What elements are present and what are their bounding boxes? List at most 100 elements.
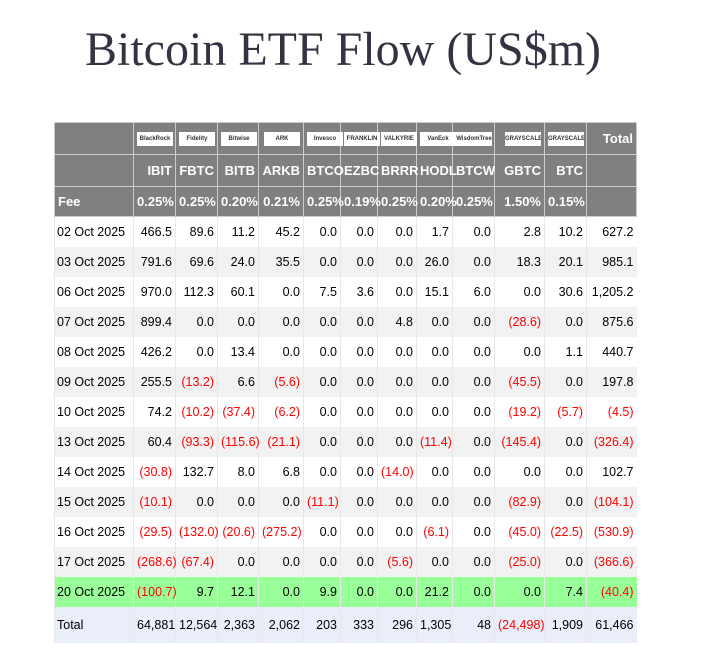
flow-cell: (13.2) bbox=[175, 367, 218, 397]
date-cell: 06 Oct 2025 bbox=[54, 277, 134, 307]
issuer-logo: Bitwise bbox=[221, 132, 257, 147]
flow-cell: 0.0 bbox=[452, 457, 495, 487]
flow-cell: 12.1 bbox=[217, 577, 259, 607]
flow-cell: 0.0 bbox=[258, 547, 304, 577]
total-label: Total bbox=[54, 607, 134, 643]
flow-cell: 20.1 bbox=[544, 247, 587, 277]
date-cell: 15 Oct 2025 bbox=[54, 487, 134, 517]
fee-label: Fee bbox=[54, 186, 134, 217]
flow-cell: 6.8 bbox=[258, 457, 304, 487]
flow-cell: 0.0 bbox=[377, 247, 417, 277]
total-cell: 203 bbox=[303, 607, 341, 643]
flow-cell: 0.0 bbox=[416, 367, 453, 397]
flow-cell: 0.0 bbox=[175, 307, 218, 337]
flow-cell: 0.0 bbox=[217, 307, 259, 337]
table-row: 14 Oct 2025 (30.8) 132.7 8.0 6.8 0.0 0.0 (14.0)… bbox=[54, 457, 637, 487]
issuer-logo: Invesco bbox=[307, 132, 343, 147]
flow-cell: 26.0 bbox=[416, 247, 453, 277]
flow-cell: 60.4 bbox=[133, 427, 176, 457]
row-total-cell: (104.1) bbox=[586, 487, 637, 517]
flow-cell: (67.4) bbox=[175, 547, 218, 577]
issuer-logo-cell: WisdomTree bbox=[452, 122, 495, 155]
flow-cell: 0.0 bbox=[340, 337, 378, 367]
flow-cell: 0.0 bbox=[340, 457, 378, 487]
flow-cell: 0.0 bbox=[377, 517, 417, 547]
flow-cell: (45.0) bbox=[494, 517, 545, 547]
flow-cell: 0.0 bbox=[494, 277, 545, 307]
flow-cell: 0.0 bbox=[416, 337, 453, 367]
fee-value: 0.25% bbox=[303, 186, 344, 217]
flow-cell: 18.3 bbox=[494, 247, 545, 277]
flow-cell: 0.0 bbox=[340, 216, 378, 247]
total-cell: (24,498) bbox=[494, 607, 545, 643]
row-total-cell: 197.8 bbox=[586, 367, 637, 397]
flow-cell: 6.0 bbox=[452, 277, 495, 307]
fee-value: 0.25% bbox=[452, 186, 495, 217]
flow-cell: 0.0 bbox=[544, 487, 587, 517]
flow-cell: 0.0 bbox=[452, 337, 495, 367]
issuer-logo-cell: VALKYRIE bbox=[377, 122, 417, 155]
flow-cell: 69.6 bbox=[175, 247, 218, 277]
row-total-cell: 985.1 bbox=[586, 247, 637, 277]
flow-cell: 0.0 bbox=[377, 337, 417, 367]
flow-cell: 60.1 bbox=[217, 277, 259, 307]
flow-cell: (145.4) bbox=[494, 427, 545, 457]
table-row: 02 Oct 2025 466.5 89.6 11.2 45.2 0.0 0.0 0.0 1.7… bbox=[54, 216, 637, 247]
table-row: 10 Oct 2025 74.2 (10.2) (37.4) (6.2) 0.0 0.0 0.… bbox=[54, 397, 637, 427]
flow-cell: 1.1 bbox=[544, 337, 587, 367]
blank-cell bbox=[54, 122, 134, 155]
date-cell: 07 Oct 2025 bbox=[54, 307, 134, 337]
flow-cell: 112.3 bbox=[175, 277, 218, 307]
flow-cell: (22.5) bbox=[544, 517, 587, 547]
flow-cell: 0.0 bbox=[340, 577, 378, 607]
table-row: 20 Oct 2025 (100.7) 9.7 12.1 0.0 9.9 0.0 0.0 21.… bbox=[54, 577, 637, 607]
flow-cell: 899.4 bbox=[133, 307, 176, 337]
issuer-logo: VanEck bbox=[420, 132, 456, 147]
row-total-cell: 875.6 bbox=[586, 307, 637, 337]
flow-cell: 0.0 bbox=[452, 547, 495, 577]
flow-cell: 21.2 bbox=[416, 577, 453, 607]
fee-row: Fee 0.25% 0.25% 0.20% 0.21% 0.25% 0.19% 0.25% 0.… bbox=[54, 186, 637, 217]
flow-cell: 0.0 bbox=[303, 547, 341, 577]
ticker-row: IBIT FBTC BITB ARKB BTCO EZBC BRRR HODL BTCW GBTC… bbox=[54, 154, 637, 187]
ticker-header: BTCO bbox=[303, 154, 344, 187]
flow-cell: (37.4) bbox=[217, 397, 259, 427]
issuer-logo: GRAYSCALE bbox=[548, 132, 584, 147]
issuer-logo-cell: Invesco bbox=[303, 122, 343, 155]
flow-cell: 9.7 bbox=[175, 577, 218, 607]
date-cell: 14 Oct 2025 bbox=[54, 457, 134, 487]
date-cell: 17 Oct 2025 bbox=[54, 547, 134, 577]
flow-cell: 7.4 bbox=[544, 577, 587, 607]
flow-cell: 0.0 bbox=[303, 427, 341, 457]
flow-cell: (14.0) bbox=[377, 457, 417, 487]
fee-value: 0.21% bbox=[258, 186, 304, 217]
flow-cell: (132.0) bbox=[175, 517, 219, 547]
issuer-logo-cell: ARK INVEST bbox=[258, 122, 304, 155]
flow-cell: (11.1) bbox=[303, 487, 341, 517]
issuer-logo: VALKYRIE bbox=[381, 132, 417, 147]
date-cell: 03 Oct 2025 bbox=[54, 247, 134, 277]
ticker-header: IBIT bbox=[133, 154, 176, 187]
ticker-header: HODL bbox=[416, 154, 457, 187]
flow-cell: 0.0 bbox=[258, 337, 304, 367]
flow-cell: (268.6) bbox=[133, 547, 177, 577]
flow-cell: 0.0 bbox=[416, 397, 453, 427]
flow-cell: (5.6) bbox=[258, 367, 304, 397]
flow-cell: (115.6) bbox=[217, 427, 260, 457]
flow-cell: 0.0 bbox=[377, 487, 417, 517]
date-cell: 10 Oct 2025 bbox=[54, 397, 134, 427]
table-row: 09 Oct 2025 255.5 (13.2) 6.6 (5.6) 0.0 0.0 0.0 0… bbox=[54, 367, 637, 397]
flow-cell: 35.5 bbox=[258, 247, 304, 277]
flow-cell: 791.6 bbox=[133, 247, 176, 277]
blank-cell bbox=[586, 154, 637, 187]
flow-cell: 0.0 bbox=[377, 216, 417, 247]
issuer-logo-cell: GRAYSCALE bbox=[544, 122, 587, 155]
flow-cell: (10.2) bbox=[175, 397, 218, 427]
fee-value: 0.19% bbox=[340, 186, 381, 217]
total-cell: 333 bbox=[340, 607, 378, 643]
total-cell: 1,305 bbox=[416, 607, 453, 643]
fee-value: 1.50% bbox=[494, 186, 545, 217]
flow-cell: 11.2 bbox=[217, 216, 259, 247]
ticker-header: EZBC bbox=[340, 154, 379, 187]
flow-cell: 0.0 bbox=[452, 397, 495, 427]
